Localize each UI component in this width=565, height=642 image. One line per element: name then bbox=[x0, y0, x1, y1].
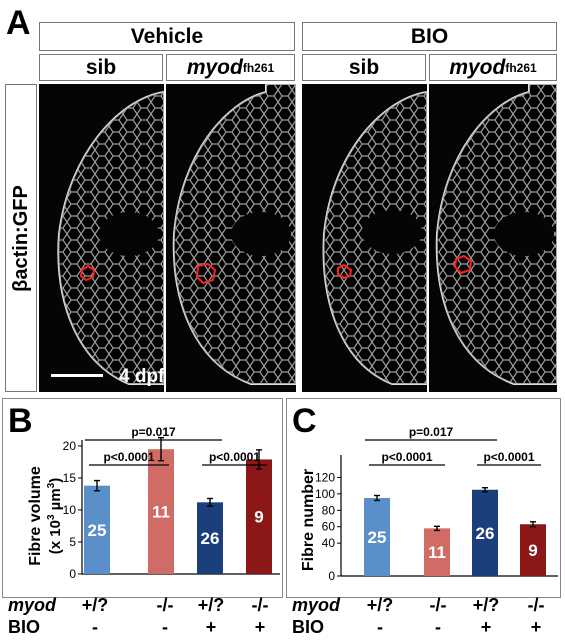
significance-label: p<0.0001 bbox=[103, 450, 154, 464]
table-c-myod-1: -/- bbox=[429, 595, 447, 615]
y-tick-label: 60 bbox=[322, 520, 336, 534]
y-tick-label: 120 bbox=[315, 470, 335, 484]
panel-c-letter: C bbox=[292, 402, 317, 440]
n-label: 25 bbox=[88, 521, 107, 540]
column-header-vehicle-sib: sib bbox=[39, 54, 163, 81]
y-tick-label: 0 bbox=[69, 567, 76, 581]
panel-c-frame bbox=[286, 398, 561, 598]
y-tick-label: 100 bbox=[315, 487, 335, 501]
y-tick-label: 15 bbox=[63, 471, 77, 485]
bar bbox=[197, 502, 223, 574]
scale-label: 4 dpf bbox=[119, 366, 164, 387]
panel-a-letter: A bbox=[6, 4, 31, 42]
table-b-myod-2: +/? bbox=[197, 595, 225, 615]
table-b-myod-0: +/? bbox=[81, 595, 109, 615]
column-header-bio-myod: myod fh261 bbox=[429, 54, 557, 81]
panel-b-frame bbox=[2, 398, 283, 598]
table-c-bio-3: + bbox=[530, 617, 542, 637]
table-row-myod-label: myod bbox=[8, 595, 57, 615]
scale-bar bbox=[51, 374, 103, 377]
bar bbox=[364, 497, 390, 576]
table-c-bio-2: + bbox=[480, 617, 492, 637]
table-c-row-myod-label: myod bbox=[292, 595, 341, 615]
bar bbox=[148, 449, 174, 574]
table-c-myod-2: +/? bbox=[472, 595, 500, 615]
fibre-outline bbox=[79, 264, 96, 282]
table-c-bio-1: - bbox=[435, 617, 441, 637]
column-header-vehicle-myod: myod fh261 bbox=[166, 54, 295, 81]
table-c-bio-0: - bbox=[377, 617, 383, 637]
bar bbox=[84, 485, 110, 574]
significance-label: p=0.017 bbox=[409, 425, 454, 439]
chart-b: 0 5 10 15 20 25 11 26 9 p=0.017 p<0.0001 p<0.0001 Fi… bbox=[27, 425, 280, 581]
table-b-bio-3: + bbox=[254, 617, 266, 637]
y-tick-label: 40 bbox=[322, 536, 336, 550]
y-tick-label: 10 bbox=[63, 503, 77, 517]
table-b-bio-2: + bbox=[205, 617, 217, 637]
table-b-bio-0: - bbox=[92, 617, 98, 637]
y-axis-label: Fibre volume bbox=[27, 466, 44, 566]
significance-label: p<0.0001 bbox=[209, 450, 260, 464]
fibre-outline bbox=[195, 262, 217, 285]
group-header-bio: BIO bbox=[302, 22, 557, 51]
y-tick-label: 5 bbox=[69, 535, 76, 549]
n-label: 11 bbox=[428, 543, 446, 562]
table-row-bio-label: BIO bbox=[8, 617, 41, 637]
bar bbox=[472, 489, 498, 576]
n-label: 11 bbox=[152, 503, 170, 522]
bar bbox=[246, 459, 272, 574]
table-b-myod-3: -/- bbox=[251, 595, 269, 615]
n-label: 9 bbox=[254, 508, 263, 527]
micrograph-bio-sib bbox=[302, 84, 427, 392]
table-b-myod-1: -/- bbox=[156, 595, 174, 615]
y-tick-label: 0 bbox=[328, 569, 335, 583]
n-label: 26 bbox=[476, 524, 495, 543]
chart-c: 0 40 60 80 100 120 25 11 26 9 p=0.017 p<0.0001 p<0.0… bbox=[300, 425, 558, 583]
table-c-row-bio-label: BIO bbox=[292, 617, 325, 637]
table-c-myod-3: -/- bbox=[527, 595, 545, 615]
significance-label: p=0.017 bbox=[131, 425, 176, 439]
micrograph-vehicle-sib: 4 dpf bbox=[39, 84, 164, 392]
row-label-box: βactin:GFP bbox=[5, 84, 37, 392]
y-tick-label: 20 bbox=[63, 439, 77, 453]
n-label: 25 bbox=[368, 528, 387, 547]
bar bbox=[424, 528, 450, 576]
row-label: βactin:GFP bbox=[9, 184, 32, 292]
fibre-outline bbox=[337, 263, 353, 280]
n-label: 9 bbox=[528, 541, 537, 560]
fibre-outline bbox=[453, 254, 473, 275]
table-b-bio-1: - bbox=[162, 617, 168, 637]
y-axis-unit: (x 103 µm3) bbox=[46, 478, 64, 554]
group-header-vehicle: Vehicle bbox=[39, 22, 295, 51]
micrograph-vehicle-myod bbox=[166, 84, 296, 392]
column-header-bio-sib: sib bbox=[302, 54, 426, 81]
y-tick-label: 80 bbox=[322, 503, 336, 517]
significance-label: p<0.0001 bbox=[381, 450, 432, 464]
significance-label: p<0.0001 bbox=[483, 450, 534, 464]
y-axis-label: Fibre number bbox=[300, 469, 317, 571]
n-label: 26 bbox=[201, 529, 220, 548]
table-c-myod-0: +/? bbox=[366, 595, 394, 615]
panel-b-letter: B bbox=[8, 402, 33, 440]
bar bbox=[520, 524, 546, 576]
micrograph-bio-myod bbox=[429, 84, 557, 392]
